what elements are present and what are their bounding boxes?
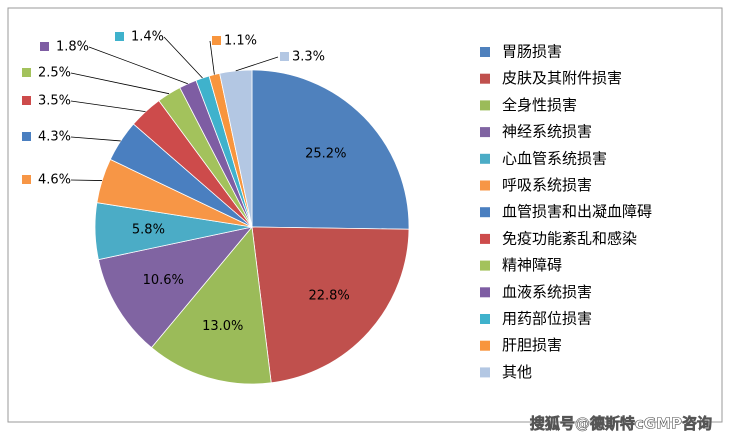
leader-line xyxy=(235,56,279,72)
legend-swatch xyxy=(480,260,490,271)
data-label: 3.5% xyxy=(38,94,71,109)
data-label: 3.3% xyxy=(292,50,325,65)
leader-line xyxy=(70,72,170,95)
legend-label: 用药部位损害 xyxy=(502,310,592,328)
legend-swatch xyxy=(480,207,490,218)
data-label: 5.8% xyxy=(132,222,165,237)
legend-swatch xyxy=(480,314,490,324)
legend-swatch xyxy=(480,153,490,164)
legend-label: 肝胆损害 xyxy=(502,336,562,354)
watermark: 搜狐号@德斯特cGMP咨询 xyxy=(530,415,712,433)
data-label: 4.3% xyxy=(38,130,71,145)
legend-label: 心血管系统损害 xyxy=(502,149,607,167)
legend-label: 呼吸系统损害 xyxy=(502,176,592,194)
legend-swatch xyxy=(480,127,490,138)
legend-label: 其他 xyxy=(502,363,532,381)
pie-slice xyxy=(251,69,410,230)
pie-slice xyxy=(251,226,410,384)
data-label: 1.1% xyxy=(224,34,257,49)
pie-slice xyxy=(150,226,272,385)
data-label: 1.4% xyxy=(131,30,164,45)
data-label: 10.6% xyxy=(143,273,184,288)
label-key xyxy=(22,68,31,77)
leader-line xyxy=(70,179,103,181)
leader-line xyxy=(70,100,146,113)
legend-label: 胃肠损害 xyxy=(502,43,562,61)
label-key xyxy=(115,32,124,41)
label-key xyxy=(22,175,31,184)
pie-slice xyxy=(97,226,254,349)
data-label: 4.6% xyxy=(38,173,71,188)
legend-label: 血液系统损害 xyxy=(502,283,592,301)
legend-swatch xyxy=(480,100,490,111)
legend-label: 血管损害和出凝血障碍 xyxy=(502,203,652,221)
leader-line xyxy=(70,136,121,142)
legend-swatch xyxy=(480,287,490,298)
legend-label: 全身性损害 xyxy=(502,96,577,114)
leader-line xyxy=(209,40,215,75)
legend-swatch xyxy=(480,73,490,84)
legend-swatch xyxy=(480,367,490,378)
leader-line xyxy=(163,36,203,79)
data-label: 2.5% xyxy=(38,66,71,81)
legend-swatch xyxy=(480,340,490,351)
label-key xyxy=(280,52,289,61)
legend-label: 精神障碍 xyxy=(502,256,562,274)
label-key xyxy=(22,96,31,105)
data-label: 13.0% xyxy=(202,319,243,334)
legend-swatch xyxy=(480,180,490,191)
label-key xyxy=(40,42,49,51)
legend-label: 免疫功能紊乱和感染 xyxy=(502,229,637,247)
legend-label: 神经系统损害 xyxy=(502,123,592,141)
legend-label: 皮肤及其附件损害 xyxy=(502,69,622,87)
data-label: 22.8% xyxy=(308,289,349,304)
label-key xyxy=(22,132,31,141)
data-label: 1.8% xyxy=(56,40,89,55)
data-label: 25.2% xyxy=(305,147,346,162)
legend-swatch xyxy=(480,233,490,244)
legend-swatch xyxy=(480,47,490,57)
leader-line xyxy=(88,46,188,85)
label-key xyxy=(212,36,221,45)
